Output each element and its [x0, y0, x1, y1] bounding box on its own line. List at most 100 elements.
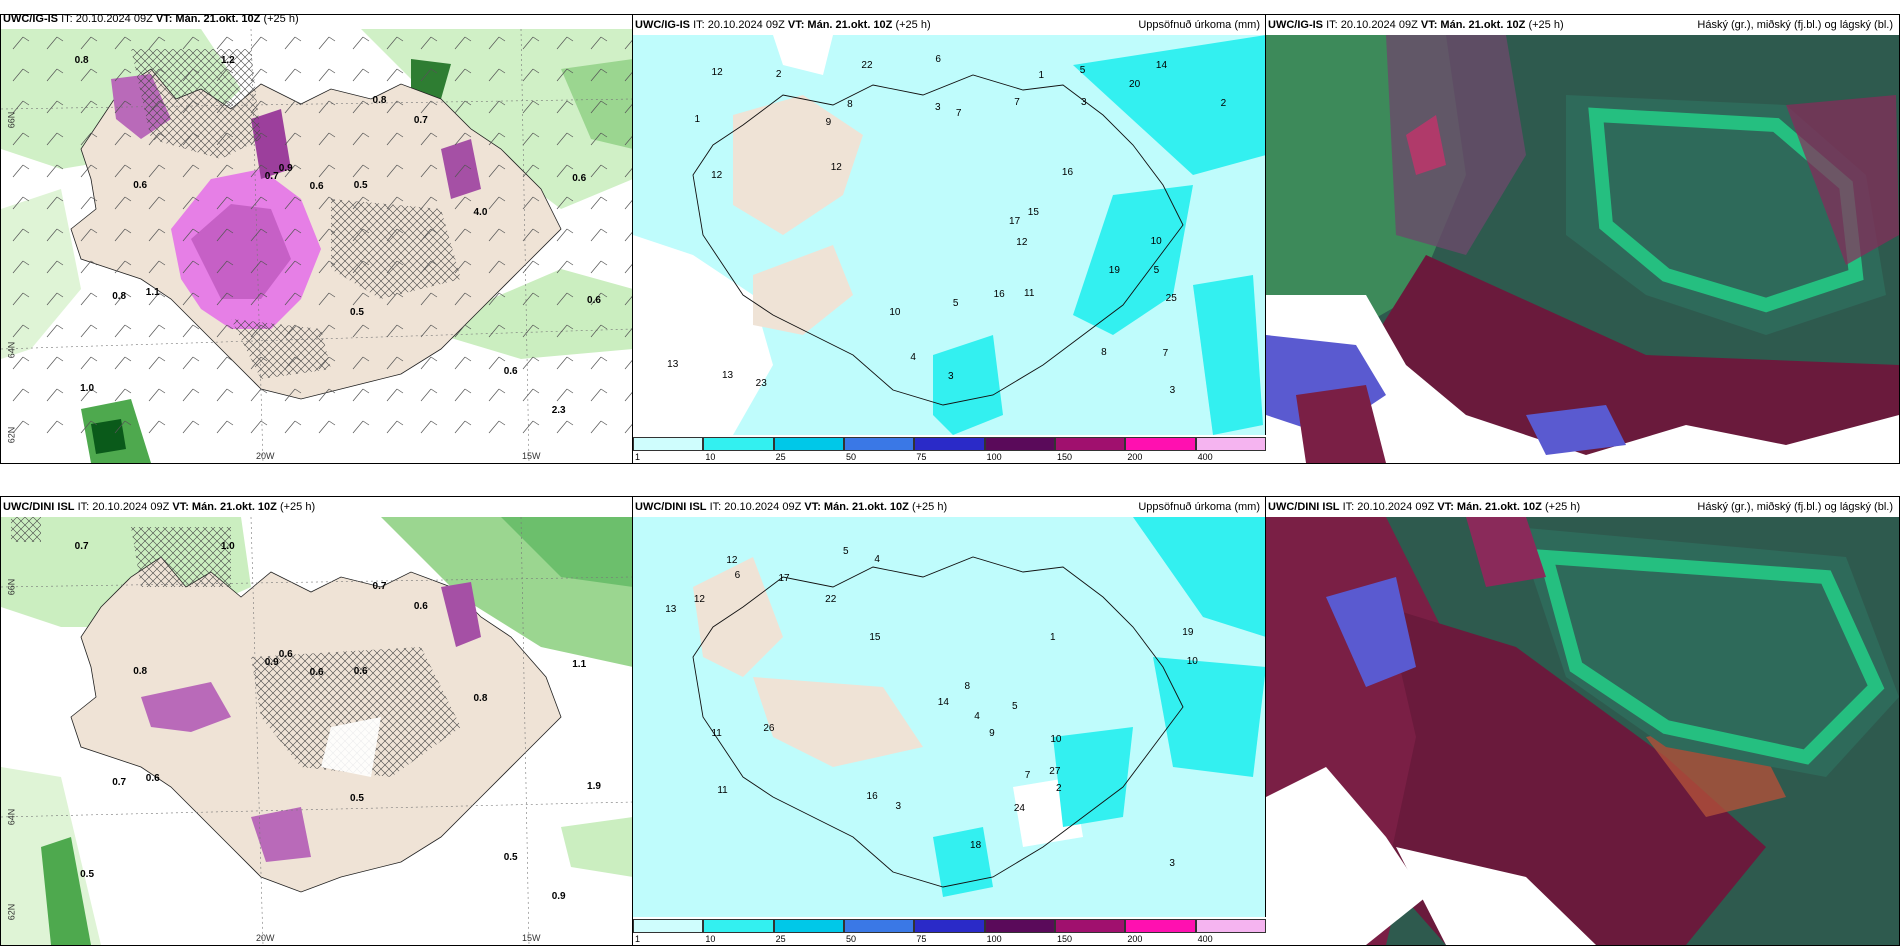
- map-value-label: 3: [895, 801, 902, 813]
- map-value-label: 20: [1129, 79, 1141, 91]
- lat-label: 66N: [6, 578, 17, 596]
- colorbar-tick: 10: [705, 452, 716, 462]
- colorbar-swatch: [1055, 919, 1126, 933]
- map-value-label: 22: [861, 60, 873, 72]
- colorbar: 1 10 25 50 75 100 150 200 400: [633, 917, 1266, 945]
- colorbar-tick: 50: [846, 934, 857, 944]
- map-value-label: 16: [993, 289, 1005, 301]
- map-value-label: 4.0: [473, 206, 488, 218]
- colorbar-tick: 25: [775, 452, 786, 462]
- colorbar-tick: 200: [1127, 934, 1143, 944]
- map-value-label: 7: [1162, 348, 1169, 360]
- map-value-label: 0.8: [74, 54, 89, 66]
- map-value-label: 15: [1027, 207, 1039, 219]
- map-area: [633, 517, 1266, 917]
- map-value-label: 10: [889, 307, 901, 319]
- map-value-label: 10: [1150, 236, 1162, 248]
- map-value-label: 0.6: [145, 772, 160, 784]
- colorbar-swatch: [1055, 437, 1126, 451]
- valid-time: VT: Mán. 21.okt. 10Z: [1437, 501, 1542, 513]
- colorbar-swatch: [1195, 919, 1266, 933]
- lat-label: 62N: [6, 903, 17, 921]
- model-title: UWC/IG-IS: [635, 19, 690, 31]
- map-value-label: 0.7: [413, 115, 428, 127]
- lat-label: 62N: [6, 426, 17, 444]
- colorbar-swatch: [844, 919, 915, 933]
- colorbar-swatch: [703, 919, 774, 933]
- map-value-label: 11: [711, 727, 722, 739]
- map-value-label: 14: [937, 697, 949, 709]
- map-value-label: 9: [989, 728, 995, 740]
- colorbar-swatch: [773, 919, 844, 933]
- colorbar-tick: 150: [1057, 934, 1073, 944]
- lead-time: (+25 h): [279, 501, 316, 513]
- colorbar-tick: 75: [916, 934, 927, 944]
- map-value-label: 27: [1049, 766, 1061, 778]
- colorbar-tick: 1: [635, 934, 641, 944]
- map-value-label: 18: [970, 840, 982, 852]
- map-value-label: 0.7: [112, 777, 127, 789]
- map-value-label: 5: [843, 546, 849, 558]
- model-title: UWC/IG-IS: [1268, 19, 1323, 31]
- map-value-label: 1: [1049, 631, 1056, 643]
- model-title: UWC/DINI ISL: [3, 501, 75, 513]
- map-value-label: 19: [1108, 264, 1120, 276]
- colorbar: 1 10 25 50 75 100 150 200 400: [633, 435, 1266, 463]
- map-value-label: 2: [1220, 97, 1227, 109]
- colorbar-tick: 200: [1127, 452, 1143, 462]
- lead-time: (+25 h): [263, 14, 299, 25]
- colorbar-swatch: [914, 437, 985, 451]
- lat-label: 66N: [6, 111, 17, 129]
- model-title: UWC/DINI ISL: [635, 501, 707, 513]
- panel-header: UWC/DINI ISL IT: 20.10.2024 09Z VT: Mán.…: [1266, 497, 1899, 517]
- map-value-label: 0.6: [413, 601, 428, 613]
- map-value-label: 17: [1009, 216, 1021, 228]
- init-time: IT: 20.10.2024 09Z: [1342, 501, 1435, 513]
- valid-time: VT: Mán. 21.okt. 10Z: [804, 501, 909, 513]
- map-value-label: 1.0: [220, 541, 235, 553]
- map-svg: [633, 35, 1266, 435]
- map-value-label: 1.1: [145, 286, 160, 298]
- valid-time: VT: Mán. 21.okt. 10Z: [172, 501, 277, 513]
- map-value-label: 5: [1079, 64, 1086, 76]
- map-value-label: 8: [1101, 347, 1107, 359]
- map-value-label: 0.5: [350, 792, 364, 804]
- map-value-label: 0.7: [264, 170, 279, 182]
- map-value-label: 7: [1024, 770, 1031, 782]
- field-label: Uppsöfnuð úrkoma (mm): [1138, 19, 1260, 31]
- colorbar-tick: 50: [846, 452, 857, 462]
- map-svg: [1, 29, 633, 463]
- map-value-label: 11: [717, 784, 728, 796]
- map-value-label: 13: [721, 370, 734, 382]
- map-value-label: 3: [934, 102, 941, 114]
- init-time: IT: 20.10.2024 09Z: [1326, 19, 1418, 31]
- valid-time: VT: Mán. 21.okt. 10Z: [1420, 19, 1526, 31]
- map-value-label: 7: [955, 107, 962, 119]
- map-area: [1266, 517, 1899, 945]
- map-value-label: 1.0: [80, 382, 95, 394]
- map-value-label: 2: [1055, 782, 1062, 794]
- map-value-label: 0.6: [278, 649, 293, 661]
- map-value-label: 8: [847, 98, 853, 110]
- model-title: UWC/DINI ISL: [1268, 501, 1340, 513]
- map-value-label: 2: [775, 69, 782, 81]
- lon-label: 20W: [256, 451, 275, 461]
- valid-time: VT: Mán. 21.okt. 10Z: [787, 19, 893, 31]
- colorbar-swatch: [1125, 437, 1196, 451]
- colorbar-tick: 10: [705, 934, 716, 944]
- map-value-label: 1.9: [587, 780, 601, 792]
- colorbar-swatch: [633, 919, 704, 933]
- panel-header: UWC/IG-IS IT: 20.10.2024 09Z VT: Mán. 21…: [1, 14, 633, 29]
- map-panel-igis-cloud: UWC/IG-IS IT: 20.10.2024 09Z VT: Mán. 21…: [1265, 14, 1900, 464]
- map-value-label: 3: [1169, 858, 1175, 870]
- init-time: IT: 20.10.2024 09Z: [709, 501, 802, 513]
- map-value-label: 3: [1169, 385, 1176, 397]
- map-value-label: 0.8: [473, 692, 488, 704]
- map-value-label: 5: [1011, 700, 1018, 712]
- map-value-label: 26: [763, 722, 775, 734]
- colorbar-tick: 100: [986, 934, 1002, 944]
- map-value-label: 0.6: [133, 179, 148, 191]
- colorbar-swatch: [773, 437, 844, 451]
- field-label: Uppsöfnuð úrkoma (mm): [1138, 501, 1260, 513]
- map-value-label: 0.5: [503, 852, 518, 864]
